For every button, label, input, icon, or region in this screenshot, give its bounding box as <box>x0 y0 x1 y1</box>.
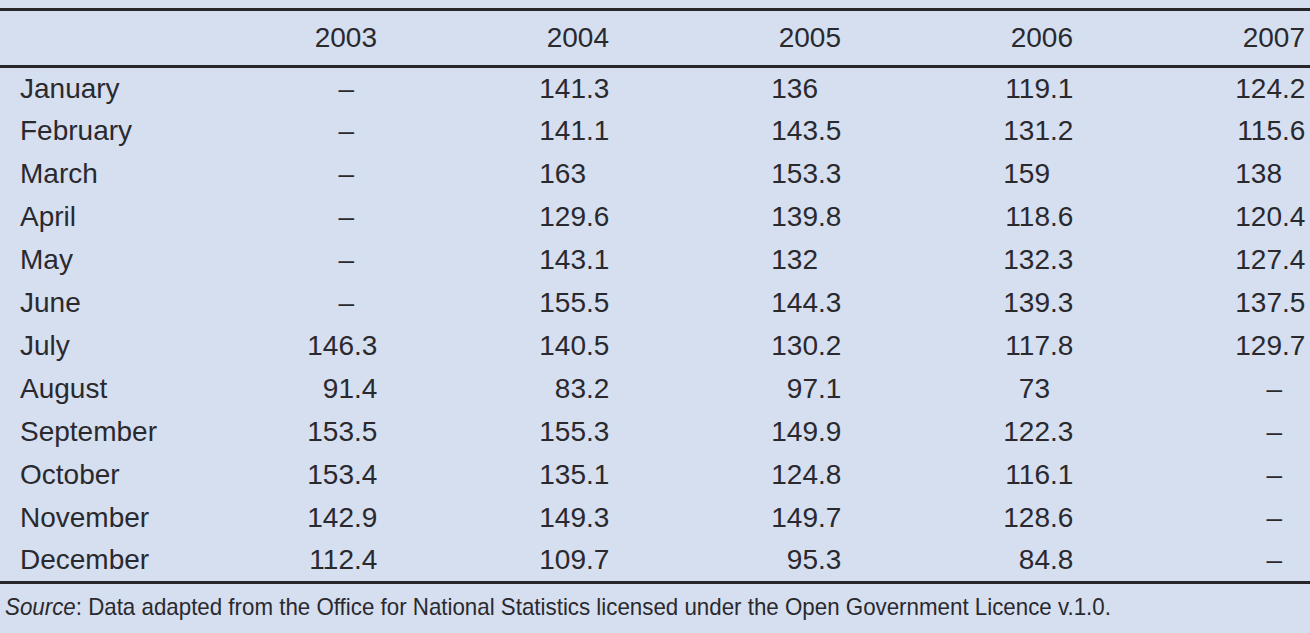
value-cell: 128.6 <box>846 497 1078 540</box>
value-cell: 155.5 <box>382 282 614 325</box>
year-header-2005: 2005 <box>614 10 846 67</box>
table-row: September153.5155.3149.9122.3– <box>0 411 1310 454</box>
value-cell: 140.5 <box>382 325 614 368</box>
table-row: July146.3140.5130.2117.8129.7 <box>0 325 1310 368</box>
value-cell: 149.3 <box>382 497 614 540</box>
month-label: July <box>0 325 150 368</box>
value-cell: 138 <box>1078 153 1310 196</box>
value-cell: 153.3 <box>614 153 846 196</box>
source-note: Source: Data adapted from the Office for… <box>0 584 1310 621</box>
year-header-2004: 2004 <box>382 10 614 67</box>
value-cell: 84.8 <box>846 540 1078 583</box>
value-cell: 153.5 <box>150 411 382 454</box>
value-cell: 137.5 <box>1078 282 1310 325</box>
year-header-2003: 2003 <box>150 10 382 67</box>
value-cell: 91.4 <box>150 368 382 411</box>
table-row: January–141.3136119.1124.2 <box>0 67 1310 110</box>
month-column-header <box>0 10 150 67</box>
table-row: June–155.5144.3139.3137.5 <box>0 282 1310 325</box>
no-data-cell: – <box>150 110 382 153</box>
table-row: August91.483.297.173– <box>0 368 1310 411</box>
value-cell: 139.8 <box>614 196 846 239</box>
monthly-by-year-table: 2003 2004 2005 2006 2007 January–141.313… <box>0 8 1310 584</box>
value-cell: 141.1 <box>382 110 614 153</box>
value-cell: 116.1 <box>846 454 1078 497</box>
month-label: April <box>0 196 150 239</box>
value-cell: 159 <box>846 153 1078 196</box>
no-data-cell: – <box>150 67 382 110</box>
value-cell: 83.2 <box>382 368 614 411</box>
header-row: 2003 2004 2005 2006 2007 <box>0 10 1310 67</box>
no-data-cell: – <box>1078 540 1310 583</box>
month-label: November <box>0 497 150 540</box>
value-cell: 129.6 <box>382 196 614 239</box>
no-data-cell: – <box>150 282 382 325</box>
source-label: Source <box>5 593 76 620</box>
value-cell: 117.8 <box>846 325 1078 368</box>
value-cell: 132 <box>614 239 846 282</box>
value-cell: 144.3 <box>614 282 846 325</box>
no-data-cell: – <box>150 153 382 196</box>
value-cell: 122.3 <box>846 411 1078 454</box>
no-data-cell: – <box>1078 411 1310 454</box>
value-cell: 142.9 <box>150 497 382 540</box>
month-label: December <box>0 540 150 583</box>
value-cell: 136 <box>614 67 846 110</box>
value-cell: 132.3 <box>846 239 1078 282</box>
month-label: January <box>0 67 150 110</box>
value-cell: 119.1 <box>846 67 1078 110</box>
no-data-cell: – <box>1078 368 1310 411</box>
table-row: November142.9149.3149.7128.6– <box>0 497 1310 540</box>
value-cell: 141.3 <box>382 67 614 110</box>
month-label: September <box>0 411 150 454</box>
year-header-2007: 2007 <box>1078 10 1310 67</box>
value-cell: 143.1 <box>382 239 614 282</box>
value-cell: 124.8 <box>614 454 846 497</box>
value-cell: 73 <box>846 368 1078 411</box>
value-cell: 115.6 <box>1078 110 1310 153</box>
no-data-cell: – <box>150 196 382 239</box>
value-cell: 127.4 <box>1078 239 1310 282</box>
value-cell: 155.3 <box>382 411 614 454</box>
month-label: February <box>0 110 150 153</box>
value-cell: 139.3 <box>846 282 1078 325</box>
value-cell: 97.1 <box>614 368 846 411</box>
value-cell: 131.2 <box>846 110 1078 153</box>
value-cell: 129.7 <box>1078 325 1310 368</box>
value-cell: 118.6 <box>846 196 1078 239</box>
statistics-table-page: 2003 2004 2005 2006 2007 January–141.313… <box>0 0 1310 633</box>
month-label: May <box>0 239 150 282</box>
value-cell: 120.4 <box>1078 196 1310 239</box>
value-cell: 109.7 <box>382 540 614 583</box>
value-cell: 143.5 <box>614 110 846 153</box>
table-row: May–143.1132132.3127.4 <box>0 239 1310 282</box>
table-row: March–163153.3159138 <box>0 153 1310 196</box>
year-header-2006: 2006 <box>846 10 1078 67</box>
value-cell: 149.7 <box>614 497 846 540</box>
month-label: August <box>0 368 150 411</box>
value-cell: 135.1 <box>382 454 614 497</box>
month-label: October <box>0 454 150 497</box>
no-data-cell: – <box>150 239 382 282</box>
source-note-text-wrapper: Source: Data adapted from the Office for… <box>5 593 1111 621</box>
value-cell: 112.4 <box>150 540 382 583</box>
table-row: April–129.6139.8118.6120.4 <box>0 196 1310 239</box>
value-cell: 124.2 <box>1078 67 1310 110</box>
value-cell: 130.2 <box>614 325 846 368</box>
table-row: February–141.1143.5131.2115.6 <box>0 110 1310 153</box>
value-cell: 95.3 <box>614 540 846 583</box>
no-data-cell: – <box>1078 454 1310 497</box>
no-data-cell: – <box>1078 497 1310 540</box>
value-cell: 153.4 <box>150 454 382 497</box>
value-cell: 149.9 <box>614 411 846 454</box>
table-row: December112.4109.795.384.8– <box>0 540 1310 583</box>
value-cell: 146.3 <box>150 325 382 368</box>
table-row: October153.4135.1124.8116.1– <box>0 454 1310 497</box>
source-text: : Data adapted from the Office for Natio… <box>76 593 1111 620</box>
month-label: March <box>0 153 150 196</box>
value-cell: 163 <box>382 153 614 196</box>
month-label: June <box>0 282 150 325</box>
